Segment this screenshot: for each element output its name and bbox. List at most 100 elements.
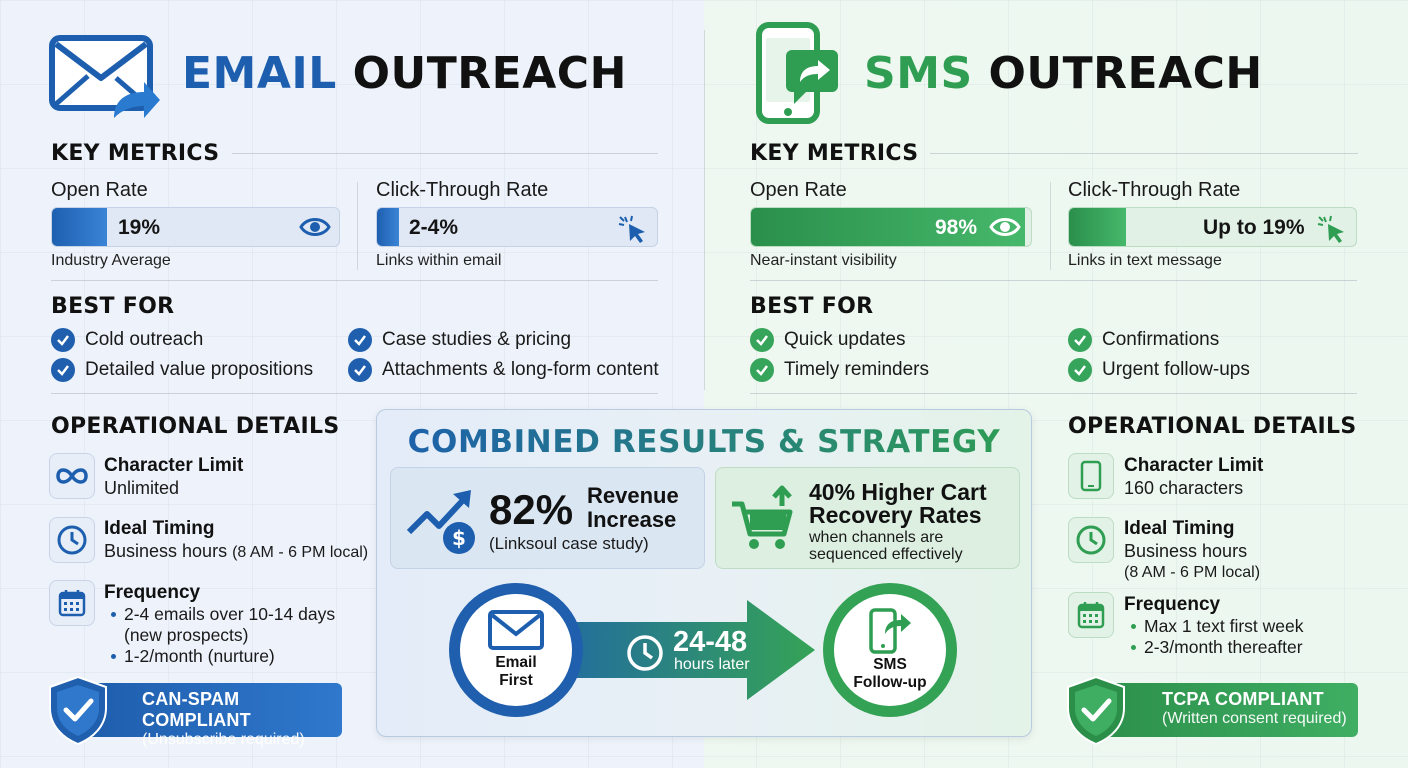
email-best-for-label: Detailed value propositions bbox=[85, 359, 314, 380]
calendar-icon bbox=[49, 580, 95, 626]
sms-timing-text1: Business hours bbox=[1124, 541, 1248, 561]
sms-ctr-value: Up to 19% bbox=[1203, 216, 1305, 239]
email-first-node: Email First bbox=[449, 583, 583, 717]
revenue-label2: Increase bbox=[587, 507, 677, 532]
cart-line2: Recovery Rates bbox=[809, 502, 982, 528]
sms-metrics-rule bbox=[930, 153, 1358, 154]
clock-icon bbox=[49, 517, 95, 563]
cursor-click-icon bbox=[618, 215, 645, 243]
email-title-rest: OUTREACH bbox=[352, 48, 627, 99]
sms-frequency-list: Max 1 text first week 2-3/month thereaft… bbox=[1128, 616, 1304, 658]
sms-best-for-label: Urgent follow-ups bbox=[1102, 359, 1250, 380]
phone-message-icon bbox=[869, 608, 911, 654]
sms-title-accent: SMS bbox=[864, 48, 973, 99]
cursor-click-icon bbox=[1317, 215, 1344, 243]
clock-icon bbox=[1068, 517, 1114, 563]
sms-operational-heading: OPERATIONAL DETAILS bbox=[1068, 414, 1357, 439]
sms-ctr-fill bbox=[1069, 208, 1127, 246]
email-operational-heading: OPERATIONAL DETAILS bbox=[51, 414, 340, 439]
sms-rule-3 bbox=[750, 393, 1357, 394]
sms-rule-2 bbox=[750, 280, 1357, 281]
sms-metric-separator bbox=[1050, 182, 1051, 270]
sms-open-rate-sub: Near-instant visibility bbox=[750, 252, 897, 269]
check-icon bbox=[750, 358, 774, 382]
email-rule-2 bbox=[51, 280, 658, 281]
sms-timing-title: Ideal Timing bbox=[1124, 518, 1235, 539]
email-open-rate-fill bbox=[52, 208, 107, 246]
phone-message-icon bbox=[756, 22, 838, 124]
combined-title: COMBINED RESULTS & STRATEGY bbox=[377, 424, 1031, 460]
email-title: EMAIL OUTREACH bbox=[182, 48, 627, 99]
email-ctr-value: 2-4% bbox=[409, 216, 459, 239]
sms-best-for-label: Confirmations bbox=[1102, 329, 1220, 350]
combined-strategy-panel: COMBINED RESULTS & STRATEGY $ 82% Revenu… bbox=[376, 409, 1032, 737]
email-frequency-list: 2-4 emails over 10-14 days (new prospect… bbox=[108, 604, 335, 667]
email-ctr-fill bbox=[377, 208, 400, 246]
tcpa-badge: TCPA COMPLIANT (Written consent required… bbox=[1092, 683, 1358, 737]
sms-open-rate-value: 98% bbox=[935, 216, 978, 239]
cart-up-icon bbox=[732, 485, 793, 549]
email-ctr-bar: 2-4% bbox=[376, 207, 658, 247]
center-divider bbox=[704, 30, 705, 390]
sms-followup-line2: Follow-up bbox=[853, 674, 927, 691]
email-timing-title: Ideal Timing bbox=[104, 518, 215, 539]
email-best-for-heading: BEST FOR bbox=[51, 294, 175, 319]
sms-title: SMS OUTREACH bbox=[864, 48, 1263, 99]
sms-best-for-label: Quick updates bbox=[784, 329, 906, 350]
cart-line1: 40% Higher Cart bbox=[809, 479, 987, 505]
sms-key-metrics-heading: KEY METRICS bbox=[750, 141, 919, 166]
sms-ctr-bar: Up to 19% bbox=[1068, 207, 1357, 247]
email-best-for-label: Case studies & pricing bbox=[382, 329, 572, 350]
email-best-for-label: Cold outreach bbox=[85, 329, 204, 350]
email-open-rate-label: Open Rate bbox=[51, 179, 148, 201]
email-title-accent: EMAIL bbox=[182, 48, 337, 99]
sms-open-rate-bar: 98% bbox=[750, 207, 1032, 247]
check-icon bbox=[348, 328, 372, 352]
sms-ctr-label: Click-Through Rate bbox=[1068, 179, 1241, 201]
revenue-card: $ 82% Revenue Increase (Linksoul case st… bbox=[390, 467, 705, 569]
flow-delay: 24-48 bbox=[673, 626, 748, 658]
email-ctr-label: Click-Through Rate bbox=[376, 179, 549, 201]
flow-delay-sub: hours later bbox=[674, 656, 750, 673]
email-best-for-item: Case studies & pricing bbox=[348, 328, 571, 352]
email-send-icon bbox=[49, 35, 160, 118]
email-frequency-item: (new prospects) bbox=[124, 625, 249, 645]
can-spam-badge: CAN-SPAM COMPLIANT (Unsubscribe required… bbox=[72, 683, 342, 748]
sms-ctr-sub: Links in text message bbox=[1068, 252, 1222, 269]
sms-open-rate-fill bbox=[751, 208, 1026, 246]
sms-frequency-item: 2-3/month thereafter bbox=[1128, 637, 1304, 658]
sms-frequency-title: Frequency bbox=[1124, 594, 1221, 615]
check-icon bbox=[51, 328, 75, 352]
trend-up-dollar-icon: $ bbox=[406, 490, 475, 554]
email-metrics-rule bbox=[232, 153, 658, 154]
email-first-inner: Email First bbox=[460, 594, 572, 706]
sms-char-limit-text: 160 characters bbox=[1124, 478, 1244, 498]
email-best-for-item: Detailed value propositions bbox=[51, 358, 313, 382]
check-icon bbox=[1068, 358, 1092, 382]
check-icon bbox=[750, 328, 774, 352]
sms-best-for-item: Urgent follow-ups bbox=[1068, 358, 1250, 382]
email-timing-text: Business hours (8 AM - 6 PM local) bbox=[104, 541, 368, 563]
email-ctr-sub: Links within email bbox=[376, 252, 502, 269]
sms-char-limit-title: Character Limit bbox=[1124, 455, 1264, 476]
check-icon bbox=[1068, 328, 1092, 352]
eye-icon bbox=[299, 218, 331, 236]
sms-frequency-item: Max 1 text first week bbox=[1128, 616, 1304, 637]
clock-icon bbox=[627, 635, 663, 671]
cart-recovery-card: 40% Higher Cart Recovery Rates when chan… bbox=[715, 467, 1020, 569]
email-frequency-item: 1-2/month (nurture) bbox=[108, 646, 335, 667]
email-best-for-item: Cold outreach bbox=[51, 328, 203, 352]
tcpa-sub: (Written consent required) bbox=[1162, 710, 1347, 727]
check-icon bbox=[348, 358, 372, 382]
shield-check-icon bbox=[1067, 675, 1125, 746]
sms-title-rest: OUTREACH bbox=[988, 48, 1263, 99]
email-metric-separator bbox=[357, 182, 358, 270]
email-open-rate-value: 19% bbox=[118, 216, 161, 239]
infinity-icon bbox=[49, 453, 95, 499]
email-first-line1: Email bbox=[495, 654, 537, 671]
sms-followup-node: SMS Follow-up bbox=[823, 583, 957, 717]
email-char-limit-title: Character Limit bbox=[104, 455, 244, 476]
can-spam-sub: (Unsubscribe required) bbox=[142, 731, 305, 748]
cart-sub1: when channels are bbox=[809, 529, 944, 546]
shield-check-icon bbox=[49, 675, 107, 746]
